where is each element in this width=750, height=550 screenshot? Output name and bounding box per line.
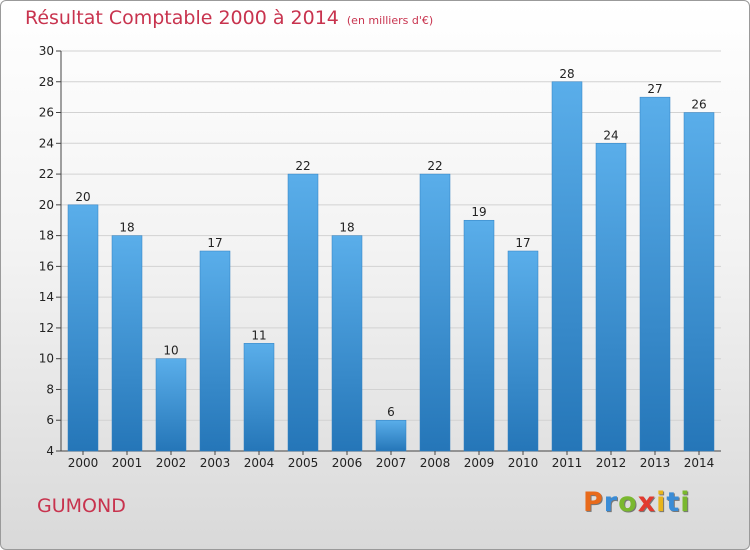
data-label: 10 [163, 344, 178, 358]
x-tick-label: 2007 [376, 456, 407, 470]
y-tick-label: 10 [39, 352, 54, 366]
bar [67, 204, 99, 452]
y-tick-label: 12 [39, 321, 54, 335]
y-tick-label: 24 [39, 136, 54, 150]
x-tick-label: 2013 [640, 456, 671, 470]
bar [331, 235, 363, 452]
data-label: 17 [207, 236, 222, 250]
logo-letter: x [637, 487, 657, 518]
y-tick-label: 26 [39, 106, 54, 120]
y-tick-label: 4 [46, 444, 54, 458]
y-tick-label: 16 [39, 259, 54, 273]
x-tick-label: 2006 [332, 456, 363, 470]
y-tick-label: 28 [39, 75, 54, 89]
data-label: 18 [119, 221, 134, 235]
logo-letter: t [666, 487, 681, 518]
data-label: 22 [427, 159, 442, 173]
data-label: 22 [295, 159, 310, 173]
bar [639, 96, 671, 452]
data-label: 18 [339, 221, 354, 235]
x-tick-label: 2000 [68, 456, 99, 470]
bar [199, 250, 231, 452]
logo-letter: P [583, 487, 604, 518]
y-tick-label: 6 [46, 413, 54, 427]
bar [155, 358, 187, 452]
bar [683, 112, 715, 452]
x-tick-label: 2014 [684, 456, 715, 470]
x-tick-label: 2005 [288, 456, 319, 470]
x-tick-label: 2001 [112, 456, 143, 470]
bar [419, 173, 451, 452]
y-tick-label: 14 [39, 290, 54, 304]
y-tick-label: 8 [46, 382, 54, 396]
bar [463, 219, 495, 452]
data-label: 24 [603, 128, 618, 142]
x-tick-label: 2003 [200, 456, 231, 470]
data-label: 26 [691, 98, 706, 112]
data-label: 17 [515, 236, 530, 250]
data-label: 28 [559, 67, 574, 81]
y-tick-label: 18 [39, 229, 54, 243]
bar [287, 173, 319, 452]
chart-title: Résultat Comptable 2000 à 2014 (en millie… [25, 7, 433, 29]
bar [375, 419, 407, 452]
data-label: 6 [387, 405, 395, 419]
bar [243, 343, 275, 452]
logo-letter: i [680, 487, 691, 518]
chart-title-text: Résultat Comptable 2000 à 2014 [25, 7, 339, 29]
data-label: 27 [647, 82, 662, 96]
town-name: GUMOND [37, 495, 126, 517]
x-tick-label: 2004 [244, 456, 275, 470]
data-label: 20 [75, 190, 90, 204]
logo-letter: i [656, 487, 667, 518]
proxiti-logo: Proxiti [583, 487, 691, 518]
x-tick-label: 2002 [156, 456, 187, 470]
bar [551, 81, 583, 452]
chart-unit: (en milliers d'€) [346, 14, 434, 27]
data-label: 11 [251, 328, 266, 342]
x-tick-label: 2009 [464, 456, 495, 470]
y-tick-label: 22 [39, 167, 54, 181]
x-tick-label: 2011 [552, 456, 583, 470]
data-label: 19 [471, 205, 486, 219]
y-tick-label: 30 [39, 44, 54, 58]
x-tick-label: 2010 [508, 456, 539, 470]
x-tick-label: 2012 [596, 456, 627, 470]
logo-letter: r [603, 487, 619, 518]
bar [595, 143, 627, 452]
logo-letter: o [618, 487, 638, 518]
y-tick-label: 20 [39, 198, 54, 212]
x-tick-label: 2008 [420, 456, 451, 470]
bar [507, 250, 539, 452]
bar [111, 235, 143, 452]
